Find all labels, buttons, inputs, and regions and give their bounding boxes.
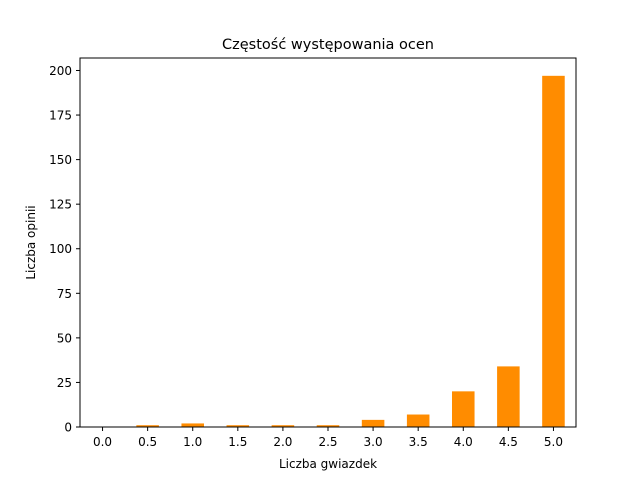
x-tick-label: 4.5: [499, 435, 518, 449]
y-tick-label: 125: [49, 198, 72, 212]
bar: [271, 425, 295, 427]
bar: [226, 425, 250, 427]
chart-title: Częstość występowania ocen: [222, 37, 434, 53]
bar: [497, 366, 520, 427]
y-tick-label: 150: [49, 153, 72, 167]
y-tick-label: 200: [49, 64, 72, 78]
y-axis: 0 25 50 75 100 125 150 175 200: [49, 64, 80, 435]
x-tick-label: 0.0: [93, 435, 112, 449]
y-axis-label: Liczba opinii: [24, 205, 38, 279]
x-tick-label: 2.5: [318, 435, 337, 449]
x-tick-label: 0.5: [138, 435, 157, 449]
plot-frame: [79, 57, 577, 428]
y-tick-label: 100: [49, 242, 72, 256]
y-tick-label: 50: [57, 331, 72, 345]
x-tick-label: 3.5: [409, 435, 428, 449]
x-tick-label: 4.0: [454, 435, 473, 449]
x-tick-label: 2.0: [273, 435, 292, 449]
x-tick-label: 1.0: [183, 435, 202, 449]
y-tick-label: 0: [64, 421, 72, 435]
x-axis-label: Liczba gwiazdek: [279, 457, 377, 471]
x-tick-label: 5.0: [544, 435, 563, 449]
x-tick-label: 3.0: [364, 435, 383, 449]
y-tick-label: 25: [57, 376, 72, 390]
x-axis: 0.0 0.5 1.0 1.5 2.0 2.5 3.0 3.5 4.0 4.5 5.0: [93, 427, 563, 449]
y-tick-label: 75: [57, 287, 72, 301]
bar: [452, 391, 475, 427]
bar: [136, 425, 159, 427]
bar: [542, 75, 565, 428]
bar: [406, 414, 430, 427]
x-tick-label: 1.5: [228, 435, 247, 449]
bar: [316, 425, 340, 427]
y-tick-label: 175: [49, 109, 72, 123]
bars-group: [136, 75, 565, 428]
bar: [361, 419, 385, 427]
bar: [181, 423, 204, 427]
